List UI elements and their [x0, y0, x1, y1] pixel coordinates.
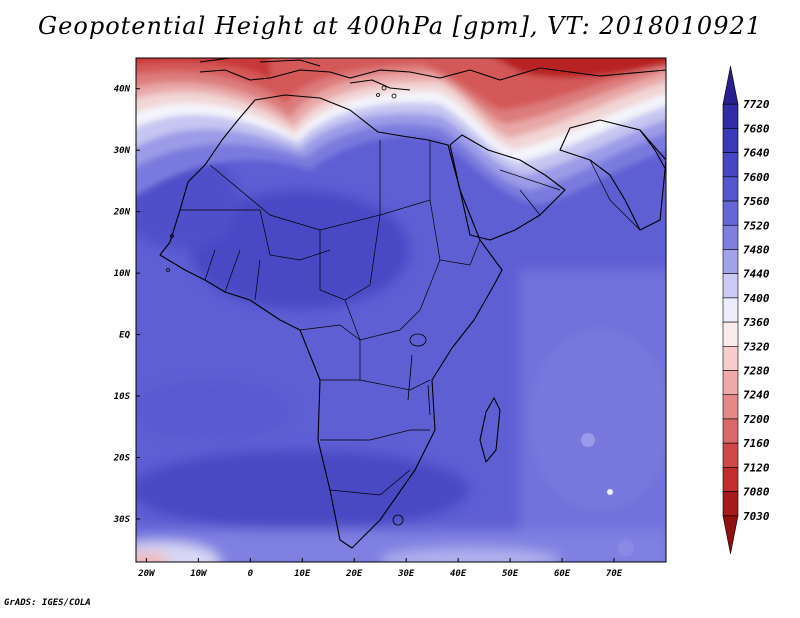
- colorbar-label: 7520: [743, 219, 770, 232]
- x-tick-label: 10E: [294, 569, 311, 579]
- colorbar-swatch: [722, 394, 739, 420]
- x-tick-label: 20E: [345, 569, 363, 579]
- colorbar-label: 7120: [743, 461, 770, 474]
- grads-credit: GrADS: IGES/COLA: [4, 598, 91, 608]
- x-tick-label: 50E: [502, 569, 519, 579]
- colorbar-swatch: [722, 273, 739, 299]
- colorbar-swatch: [722, 103, 739, 129]
- y-tick-label: 40N: [114, 85, 131, 95]
- x-tick-label: 10W: [190, 569, 208, 579]
- y-tick-label: 20N: [113, 208, 131, 218]
- madagascar-coast: [479, 397, 501, 463]
- colorbar-swatch: [722, 418, 739, 444]
- map-frame: [135, 57, 667, 563]
- colorbar-swatch: [722, 346, 739, 371]
- x-tick-label: 40E: [450, 569, 467, 579]
- colorbar-label: 7720: [743, 98, 770, 111]
- y-tick-label: 10S: [114, 392, 131, 402]
- country-borders: [180, 140, 641, 496]
- colorbar-swatch: [722, 128, 739, 153]
- colorbar-label: 7160: [743, 437, 770, 450]
- x-tick-label: 70E: [606, 569, 623, 579]
- x-tick-label: 20W: [137, 569, 156, 579]
- colorbar: 7720 7680 7640 7600 7560 7520 7480 7440 7400 7360…: [722, 65, 770, 555]
- colorbar-label: 7640: [743, 147, 770, 160]
- colorbar-swatch: [722, 297, 739, 323]
- south-asia-coast: [559, 119, 666, 231]
- x-tick-label: 60E: [554, 569, 571, 579]
- colorbar-swatch: [722, 467, 739, 492]
- colorbar-swatch: [722, 224, 739, 250]
- colorbar-label: 7280: [743, 365, 770, 378]
- colorbar-label: 7400: [743, 292, 770, 305]
- colorbar-swatch: [722, 200, 739, 226]
- colorbar-label: 7030: [743, 510, 770, 523]
- y-tick-label: 10N: [114, 269, 131, 279]
- colorbar-label: 7240: [743, 389, 770, 402]
- colorbar-swatch: [722, 152, 739, 178]
- lakes: [166, 85, 431, 526]
- latitude-axis: 40N 30N 20N 10N EQ 10S 20S 30S: [113, 85, 140, 525]
- colorbar-label: 7200: [743, 413, 770, 426]
- colorbar-swatch: [722, 321, 739, 347]
- y-tick-label: 30S: [113, 515, 131, 525]
- y-tick-label: 30N: [113, 146, 131, 156]
- colorbar-swatch: [722, 515, 739, 555]
- colorbar-label: 7680: [743, 122, 770, 135]
- x-tick-label: 30E: [397, 569, 415, 579]
- map-title: Geopotential Height at 400hPa [gpm], VT:…: [38, 12, 762, 40]
- colorbar-label: 7600: [743, 171, 770, 184]
- colorbar-swatch: [722, 176, 739, 202]
- colorbar-label: 7360: [743, 316, 770, 329]
- colorbar-swatch: [722, 491, 739, 517]
- colorbar-label: 7480: [743, 243, 770, 256]
- colorbar-swatch: [722, 65, 739, 105]
- y-tick-label: 20S: [113, 454, 131, 464]
- longitude-axis: 20W 10W 0 10E 20E 30E 40E 50E 60E 70E: [137, 558, 623, 579]
- colorbar-swatch: [722, 249, 739, 274]
- colorbar-label: 7440: [743, 268, 770, 281]
- x-tick-label: 0: [248, 569, 254, 579]
- colorbar-swatch: [722, 442, 739, 468]
- geopotential-field: [136, 58, 666, 562]
- colorbar-label: 7560: [743, 195, 770, 208]
- arabia-coast: [449, 134, 566, 241]
- y-tick-label: EQ: [119, 331, 130, 341]
- colorbar-label: 7320: [743, 340, 770, 353]
- colorbar-swatch: [722, 370, 739, 396]
- colorbar-label: 7080: [743, 486, 770, 499]
